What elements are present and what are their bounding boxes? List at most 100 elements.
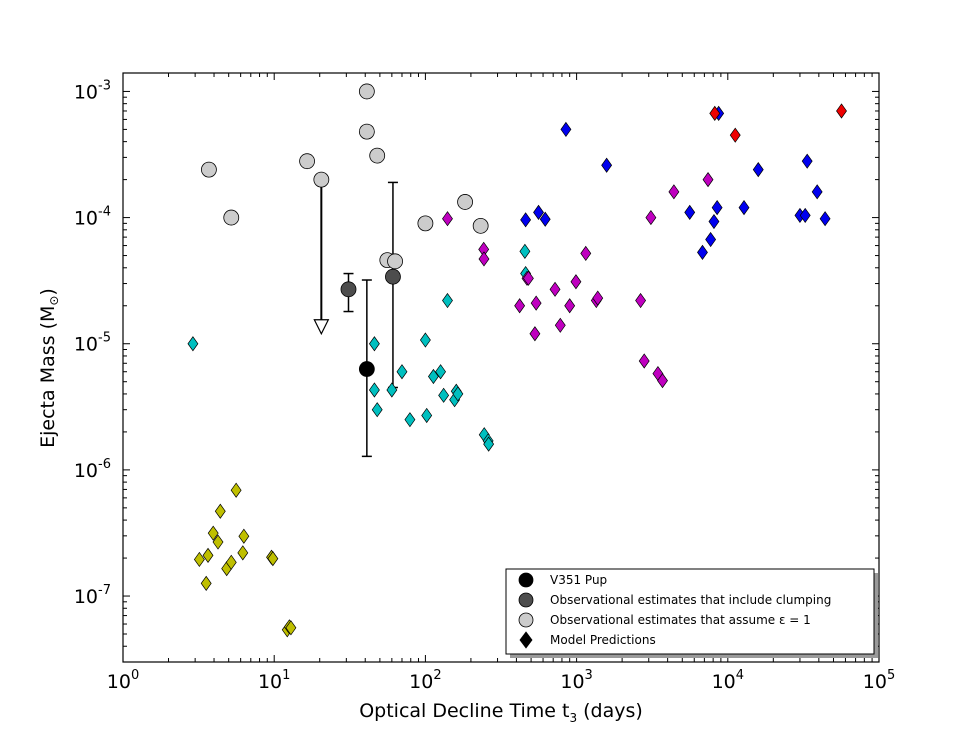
data-point-diamond [187, 336, 199, 352]
data-point-diamond [811, 184, 823, 200]
data-point-diamond [285, 620, 297, 636]
data-point-diamond [684, 204, 696, 220]
data-point-diamond [638, 353, 650, 369]
data-point-diamond [200, 575, 212, 591]
data-point-diamond [421, 407, 433, 424]
data-point-diamond [836, 103, 847, 119]
data-point-diamond [592, 290, 604, 306]
legend-label-model-predictions: Model Predictions [550, 633, 656, 647]
data-point-diamond [368, 382, 380, 398]
data-point-circle [417, 215, 434, 232]
data-point-diamond [520, 212, 532, 228]
data-point-diamond [601, 157, 613, 173]
data-point-diamond [238, 528, 250, 544]
x-axis-label: Optical Decline Time t3 (days) [359, 700, 643, 725]
points-layer [187, 83, 847, 638]
y-tick-label: 10-6 [74, 457, 111, 482]
data-point-diamond [212, 534, 224, 550]
data-point-diamond [560, 121, 572, 138]
upper-limit-arrow-head [313, 319, 330, 336]
x-axis-label-subscript: 3 [569, 711, 577, 725]
data-point-diamond [368, 336, 380, 352]
data-point-diamond [549, 281, 561, 297]
data-point-circle [358, 361, 375, 377]
data-point-diamond [522, 270, 534, 286]
data-point-diamond [539, 211, 551, 227]
data-point-circle [472, 217, 489, 234]
y-tick-label: 10-4 [74, 205, 111, 230]
y-tick-label: 10-7 [74, 583, 111, 608]
data-point-diamond [483, 436, 495, 452]
plot-frame [122, 72, 880, 663]
y-tick-label: 10-3 [74, 78, 111, 103]
data-point-diamond [396, 364, 408, 380]
data-point-diamond [237, 545, 249, 561]
data-point-diamond [752, 162, 764, 178]
data-point-circle [201, 161, 217, 178]
data-point-circle [340, 281, 357, 298]
data-point-diamond [635, 292, 647, 309]
legend: V351 Pup Observational estimates that in… [505, 568, 878, 658]
data-point-diamond [404, 412, 416, 428]
data-point-diamond [530, 295, 542, 311]
legend-box [505, 568, 875, 655]
data-point-diamond [193, 551, 205, 568]
data-point-diamond [267, 551, 279, 567]
x-tick-label: 101 [258, 668, 290, 693]
data-point-diamond [709, 105, 721, 121]
legend-marker-v351-pup [518, 572, 534, 588]
data-point-circle [313, 171, 330, 188]
data-point-diamond [738, 199, 750, 216]
data-point-diamond [529, 326, 541, 342]
data-point-diamond [564, 298, 576, 314]
data-point-diamond [668, 184, 680, 200]
data-point-diamond [478, 251, 490, 267]
data-point-diamond [702, 172, 714, 188]
legend-label-v351-pup: V351 Pup [550, 573, 607, 587]
y-axis-label: Ejecta Mass (M⊙) [37, 288, 61, 448]
y-axis-label-close: ) [37, 288, 59, 295]
data-point-diamond [514, 298, 526, 314]
x-axis-label-units: (days) [577, 700, 643, 722]
data-point-circle [387, 253, 403, 270]
data-point-circle [358, 123, 375, 140]
data-point-diamond [371, 402, 383, 418]
data-point-diamond [801, 153, 813, 169]
data-point-diamond [427, 368, 439, 385]
data-point-diamond [819, 211, 831, 227]
data-point-diamond [799, 207, 811, 224]
legend-marker-epsilon [518, 612, 534, 628]
legend-label-clumping: Observational estimates that include clu… [550, 593, 831, 607]
x-tick-label: 104 [712, 668, 744, 693]
data-point-diamond [657, 373, 668, 389]
data-point-circle [457, 194, 473, 210]
data-point-diamond [729, 127, 741, 143]
data-point-circle [299, 153, 315, 170]
legend-label-epsilon: Observational estimates that assume ε = … [550, 613, 811, 627]
data-point-diamond [533, 204, 544, 220]
data-point-diamond [452, 386, 464, 402]
data-point-diamond [419, 332, 431, 348]
data-point-diamond [225, 554, 237, 570]
data-point-diamond [570, 274, 582, 290]
data-point-diamond [438, 387, 450, 403]
data-point-circle [358, 83, 375, 100]
data-point-diamond [519, 243, 531, 259]
data-point-diamond [435, 364, 447, 380]
data-point-circle [223, 209, 240, 226]
data-point-diamond [230, 482, 242, 498]
data-point-circle [369, 147, 386, 164]
data-point-diamond [442, 211, 453, 227]
data-point-diamond [214, 503, 226, 519]
data-point-diamond [554, 317, 566, 333]
x-tick-label: 100 [107, 668, 139, 693]
data-point-diamond [705, 231, 717, 248]
data-point-diamond [207, 525, 219, 541]
data-point-diamond [202, 547, 214, 563]
x-tick-label: 102 [409, 668, 441, 693]
legend-marker-clumping [518, 592, 534, 608]
x-tick-label: 105 [863, 668, 895, 693]
data-point-diamond [697, 244, 708, 260]
data-point-diamond [442, 292, 453, 309]
